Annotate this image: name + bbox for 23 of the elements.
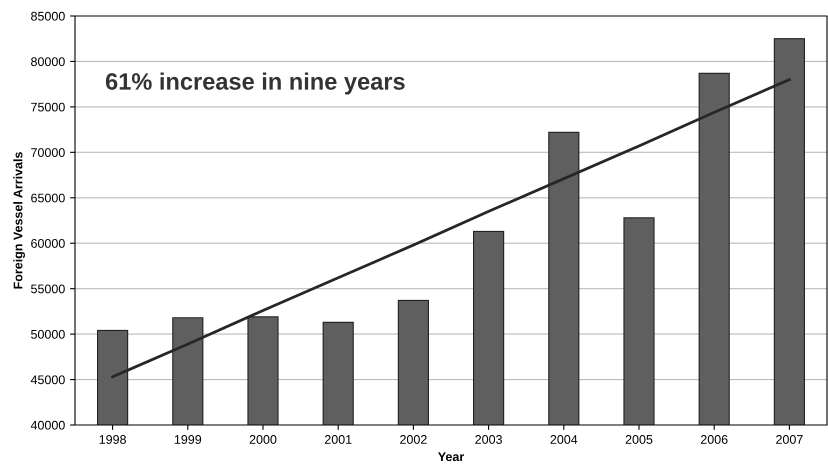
x-tick-label: 2004: [550, 435, 578, 444]
annotation: 61% increase in nine years: [106, 72, 405, 94]
y-tick-label: 65000: [31, 194, 65, 202]
x-tick-label: 2007: [776, 435, 803, 444]
y-tick-label: 60000: [31, 239, 65, 248]
y-tick-label: 70000: [31, 148, 65, 157]
x-tick-label: 2003: [475, 435, 502, 444]
x-tick-label: 2001: [324, 435, 352, 444]
y-tick-label: 75000: [31, 102, 65, 112]
x-tick-label: 2006: [700, 435, 728, 444]
x-tick-label: 2002: [400, 435, 427, 444]
x-axis-title: Year: [438, 452, 464, 462]
x-tick-label: 2005: [626, 435, 652, 444]
y-tick-label: 80000: [31, 57, 65, 66]
y-axis-title: Foreign Vessel Arrivals: [13, 152, 25, 289]
x-tick-label: 2000: [250, 435, 276, 444]
y-tick-label: 40000: [30, 420, 65, 430]
y-tick-label: 85000: [31, 12, 65, 21]
x-tick-label: 1998: [100, 435, 126, 444]
y-tick-label: 50000: [31, 330, 65, 339]
y-tick-label: 55000: [31, 284, 65, 294]
x-tick-label: 1999: [174, 435, 202, 444]
y-tick-label: 45000: [30, 375, 65, 384]
